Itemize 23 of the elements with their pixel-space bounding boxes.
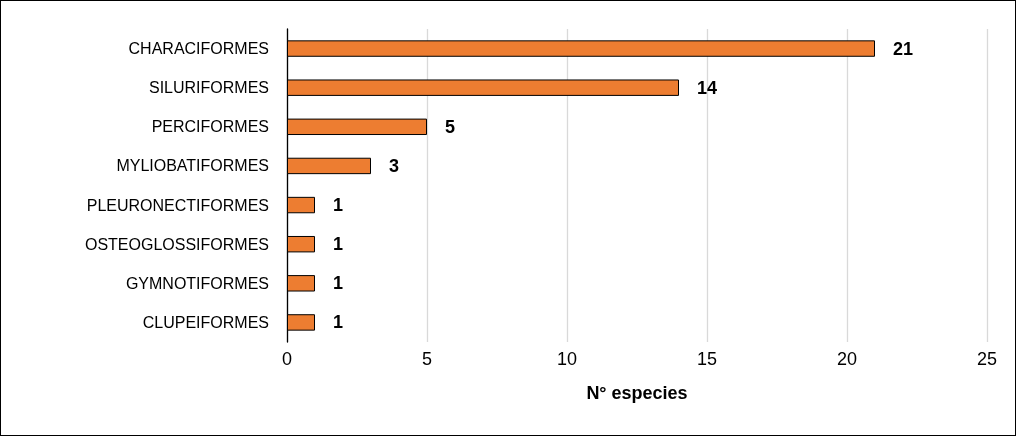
x-tick-label: 5 [421,349,433,369]
data-label: 3 [389,155,400,176]
y-tick-label: CLUPEIFORMES [142,313,269,331]
y-tick-label: PERCIFORMES [151,118,269,136]
data-label: 1 [333,312,344,333]
data-label: 14 [697,77,718,98]
x-tick-label: 25 [976,349,998,369]
y-tick-label: PLEURONECTIFORMES [86,196,269,214]
y-tick-label: SILURIFORMES [148,79,269,97]
data-label: 5 [445,116,456,137]
x-tick-label: 15 [696,349,718,369]
data-label: 21 [893,38,914,59]
x-tick-label: 20 [836,349,858,369]
data-label: 1 [333,195,344,216]
y-tick-label: GYMNOTIFORMES [125,274,269,292]
data-label: 1 [333,234,344,255]
y-tick-label: CHARACIFORMES [128,40,269,58]
x-tick-label: 10 [556,349,578,369]
x-axis-title: N° especies [586,383,688,403]
data-label: 1 [333,273,344,294]
x-tick-label: 0 [281,349,293,369]
y-tick-label: OSTEOGLOSSIFORMES [84,235,269,253]
y-tick-label: MYLIOBATIFORMES [116,157,269,175]
